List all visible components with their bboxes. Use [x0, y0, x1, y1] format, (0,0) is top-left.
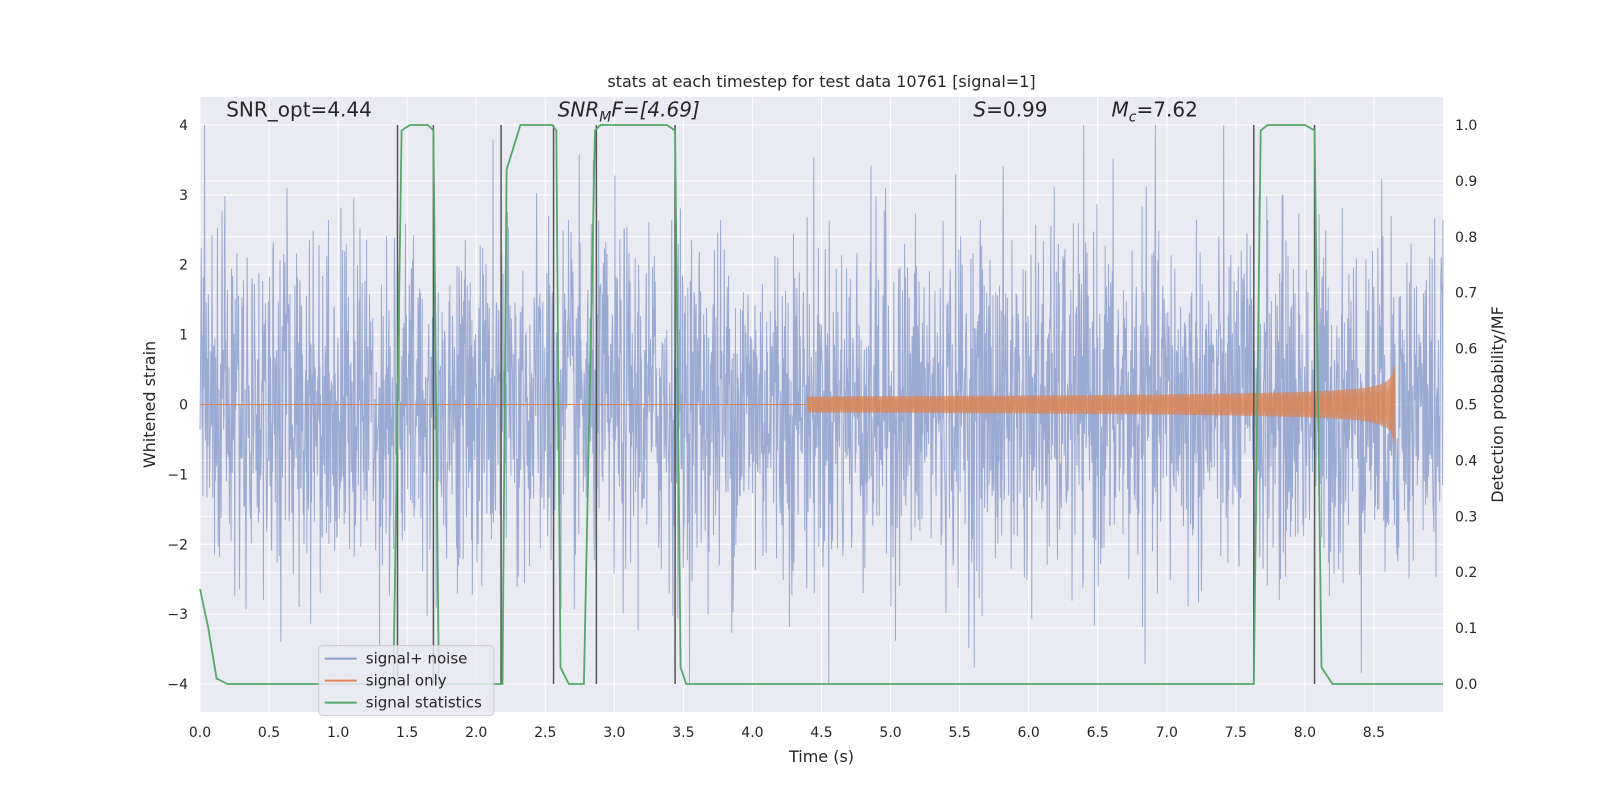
- y-tick-label: 1: [179, 328, 188, 344]
- legend-label-statistics: signal statistics: [366, 694, 482, 712]
- statistics-line: [199, 124, 1443, 685]
- annotation-snr-opt: SNR_opt=4.44: [226, 98, 372, 122]
- x-tick-label: 5.0: [879, 725, 901, 741]
- annotation-snr-mf-main: SNR: [558, 98, 600, 122]
- annotation-s: S=0.99: [973, 98, 1047, 122]
- y-tick-label: 2: [179, 258, 188, 274]
- y-tick-label: 4: [179, 118, 188, 134]
- y2-tick-label: 0.9: [1455, 174, 1477, 190]
- y-tick-label: −3: [167, 607, 188, 623]
- legend: signal+ noise signal only signal statist…: [318, 645, 495, 717]
- y2-tick-label: 0.0: [1455, 677, 1477, 693]
- y-tick-label: 3: [179, 188, 188, 204]
- y2-tick-label: 0.1: [1455, 621, 1477, 637]
- legend-label-signal-only: signal only: [366, 672, 447, 690]
- x-tick-label: 3.0: [603, 725, 625, 741]
- noise-series: [199, 124, 1444, 685]
- chirp-trace: [807, 366, 1396, 443]
- x-tick-label: 1.5: [396, 725, 418, 741]
- signal-statistics-series: [199, 124, 1443, 685]
- x-tick-label: 2.5: [534, 725, 556, 741]
- y2-tick-label: 0.2: [1455, 565, 1477, 581]
- annotation-mc-main: M: [1112, 98, 1129, 122]
- y2-tick-label: 0.3: [1455, 509, 1477, 525]
- annotation-mc: Mc=7.62: [1112, 98, 1198, 126]
- x-axis-label: Time (s): [788, 747, 854, 766]
- annotation-s-main: S: [973, 98, 986, 122]
- x-tick-label: 8.0: [1294, 725, 1316, 741]
- x-tick-label: 6.5: [1087, 725, 1109, 741]
- annotation-s-rest: =0.99: [986, 98, 1047, 122]
- y2-tick-label: 1.0: [1455, 118, 1477, 134]
- noise-trace: [199, 124, 1444, 685]
- x-tick-label: 4.5: [810, 725, 832, 741]
- y2-tick-label: 0.5: [1455, 398, 1477, 414]
- x-tick-label: 7.5: [1225, 725, 1247, 741]
- annotation-mc-rest: =7.62: [1137, 98, 1198, 122]
- y-tick-label: −4: [167, 677, 188, 693]
- annotation-mc-sub: c: [1129, 110, 1137, 126]
- x-tick-label: 1.0: [327, 725, 349, 741]
- x-tick-label: 5.5: [948, 725, 970, 741]
- x-tick-label: 3.5: [672, 725, 694, 741]
- x-tick-label: 8.5: [1363, 725, 1385, 741]
- annotation-snr-mf-rest: F=[4.69]: [611, 98, 699, 122]
- x-tick-label: 4.0: [741, 725, 763, 741]
- legend-box: [318, 645, 495, 717]
- y2-tick-label: 0.8: [1455, 230, 1477, 246]
- x-tick-label: 2.0: [465, 725, 487, 741]
- x-tick-label: 0.0: [189, 725, 211, 741]
- annotation-snr-mf-sub: M: [599, 110, 611, 126]
- y2-tick-label: 0.7: [1455, 286, 1477, 302]
- x-tick-label: 7.0: [1156, 725, 1178, 741]
- annotation-snr-mf: SNRMF=[4.69]: [558, 98, 700, 126]
- chart-title: stats at each timestep for test data 107…: [607, 72, 1035, 91]
- y2-tick-label: 0.6: [1455, 342, 1477, 358]
- x-tick-label: 0.5: [258, 725, 280, 741]
- y-tick-label: 0: [179, 398, 188, 414]
- tick-labels: 0.0 0.5 1.0 1.5 2.0 2.5 3.0 3.5 4.0 4.5 5.0 5.5 6.0 6…: [167, 118, 1477, 741]
- y-tick-label: −2: [167, 537, 188, 553]
- legend-label-noise: signal+ noise: [366, 650, 468, 668]
- y-tick-label: −1: [167, 467, 188, 483]
- y-axis-label: Whitened strain: [140, 341, 159, 468]
- y2-axis-label: Detection probability/MF: [1488, 306, 1507, 503]
- x-tick-label: 6.0: [1018, 725, 1040, 741]
- y2-tick-label: 0.4: [1455, 453, 1477, 469]
